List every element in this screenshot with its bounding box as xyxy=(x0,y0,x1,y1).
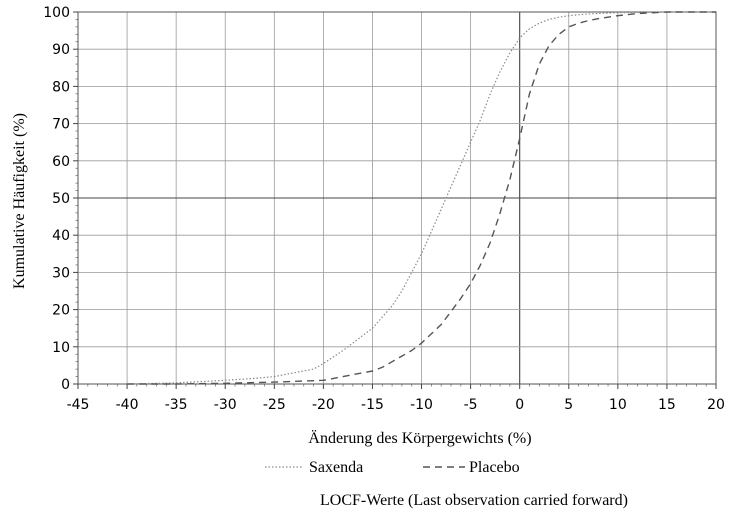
y-tick-label: 100 xyxy=(43,5,70,21)
y-tick-label: 20 xyxy=(52,303,70,319)
legend: Saxenda Placebo xyxy=(265,459,520,476)
y-tick-label: 50 xyxy=(52,191,70,207)
y-tick-label: 60 xyxy=(52,154,70,170)
y-tick-label: 80 xyxy=(52,79,70,95)
legend-label-saxenda: Saxenda xyxy=(309,459,363,476)
x-tick-label: -35 xyxy=(165,397,188,413)
y-axis-ticks: 0 10 20 30 40 50 60 70 80 90 100 xyxy=(43,5,78,393)
x-tick-label: 5 xyxy=(564,397,573,413)
x-tick-label: 20 xyxy=(707,397,725,413)
x-axis-ticks: -45 -40 -35 -30 -25 -20 -15 -10 -5 0 5 10 15 20 xyxy=(67,384,725,413)
x-tick-label: -45 xyxy=(67,397,90,413)
grid xyxy=(77,11,717,385)
series-lines xyxy=(127,11,716,385)
y-tick-label: 30 xyxy=(52,265,70,281)
x-tick-label: -15 xyxy=(361,397,384,413)
x-tick-label: -30 xyxy=(214,397,237,413)
y-tick-label: 70 xyxy=(52,117,70,133)
x-tick-label: 0 xyxy=(515,397,524,413)
y-tick-label: 40 xyxy=(52,228,70,244)
y-tick-label: 0 xyxy=(61,377,70,393)
series-line-placebo xyxy=(127,11,716,385)
y-tick-label: 10 xyxy=(52,340,70,356)
x-tick-label: -5 xyxy=(464,397,478,413)
x-tick-label: -10 xyxy=(410,397,433,413)
y-axis-label: Kumulative Häufigkeit (%) xyxy=(11,113,28,289)
y-tick-label: 90 xyxy=(52,42,70,58)
x-tick-label: -40 xyxy=(116,397,139,413)
x-tick-label: -25 xyxy=(263,397,286,413)
footnote: LOCF-Werte (Last observation carried for… xyxy=(320,492,628,509)
x-tick-label: 15 xyxy=(658,397,676,413)
x-tick-label: 10 xyxy=(609,397,627,413)
minor-ticks xyxy=(75,19,707,387)
x-axis-label: Änderung des Körpergewichts (%) xyxy=(308,429,531,447)
x-tick-label: -20 xyxy=(312,397,335,413)
legend-label-placebo: Placebo xyxy=(469,459,520,476)
